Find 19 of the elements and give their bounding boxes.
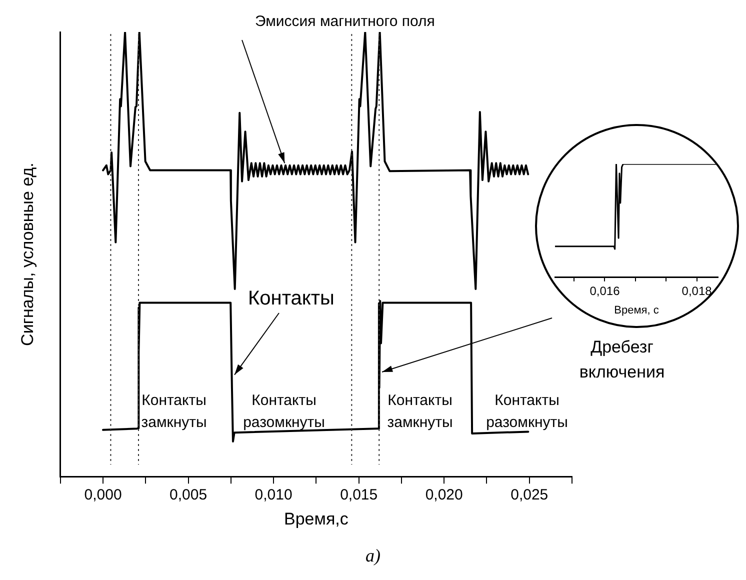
x-tick-label: 0,000 xyxy=(84,486,122,504)
x-tick-label: 0,018 xyxy=(682,284,712,298)
annotation: Контакты замкнуты xyxy=(141,392,207,431)
x-tick-label: 0,025 xyxy=(510,486,548,504)
text: а) xyxy=(366,546,380,566)
text: Дребезг включения xyxy=(579,338,665,382)
annotation: Эмиссия магнитного поля xyxy=(255,13,435,30)
x-tick-label: 0,015 xyxy=(340,486,378,504)
annotation: Контакты замкнуты xyxy=(387,392,453,431)
x-axis-title: Время,с xyxy=(284,509,349,528)
x-tick-label: 0,005 xyxy=(170,486,208,504)
y-axis-title: Сигналы, условные ед. xyxy=(18,162,37,346)
x-axis-title: Время, с xyxy=(614,304,660,316)
x-tick-label: 0,010 xyxy=(254,486,292,504)
annotation: Контакты xyxy=(248,288,334,310)
annotation: Контакты разомкнуты xyxy=(486,392,568,431)
x-tick-label: 0,016 xyxy=(590,284,620,298)
annotation: Контакты разомкнуты xyxy=(243,392,325,431)
x-tick-label: 0,020 xyxy=(425,486,463,504)
